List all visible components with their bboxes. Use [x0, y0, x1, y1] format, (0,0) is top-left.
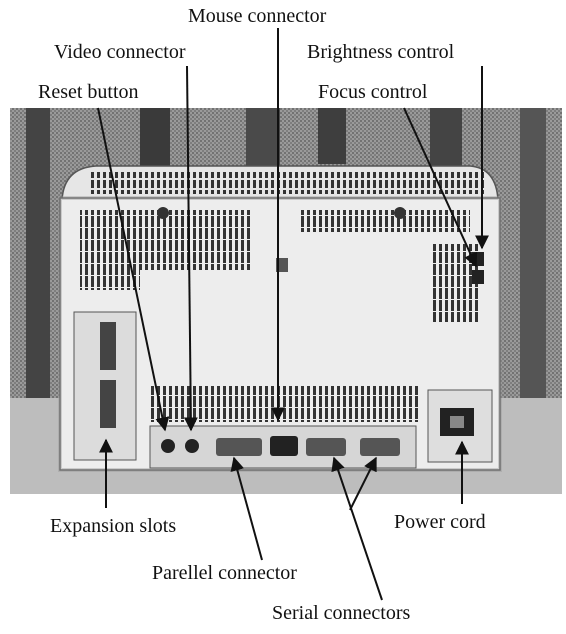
callout-video-connector [183, 65, 198, 432]
background-pillar [26, 108, 50, 398]
power-socket-hole [450, 416, 464, 428]
background-pillar [520, 108, 546, 398]
mouse-connector-port [270, 436, 298, 456]
label-parallel-connector: Parellel connector [152, 562, 297, 584]
serial-connector-port-2 [360, 438, 400, 456]
right-upper-vents [300, 210, 470, 232]
lower-vents [150, 386, 420, 422]
label-serial-connectors: Serial connectors [272, 602, 411, 624]
background-pillar [140, 108, 170, 168]
focus-knob [472, 270, 484, 284]
label-power-cord: Power cord [394, 511, 486, 533]
left-side-vents [80, 250, 140, 290]
serial-connector-port-1 [306, 438, 346, 456]
video-connector-port [185, 439, 199, 453]
callout-reset-button [97, 107, 170, 432]
label-video-connector: Video connector [54, 41, 186, 63]
label-brightness-control: Brightness control [307, 41, 455, 63]
label-reset-button: Reset button [38, 81, 139, 103]
callout-serial-connector-2 [349, 456, 377, 511]
label-mouse-connector: Mouse connector [188, 5, 327, 27]
label-focus-control: Focus control [318, 81, 428, 103]
callout-serial-connector-1 [331, 456, 383, 601]
casing-shadow [58, 196, 502, 472]
reset-button-port [161, 439, 175, 453]
expansion-slot-2 [100, 380, 116, 428]
screw-left [157, 207, 169, 219]
callout-focus-control [403, 107, 478, 268]
parallel-connector-port [216, 438, 262, 456]
label-expansion-slots: Expansion slots [50, 515, 177, 537]
background-pillar [318, 108, 346, 164]
callout-parallel-connector [230, 456, 263, 561]
background-pillar [430, 108, 462, 172]
background-pillar [246, 108, 280, 166]
expansion-slot-1 [100, 322, 116, 370]
hood-vents [90, 172, 485, 194]
screw-right [394, 207, 406, 219]
